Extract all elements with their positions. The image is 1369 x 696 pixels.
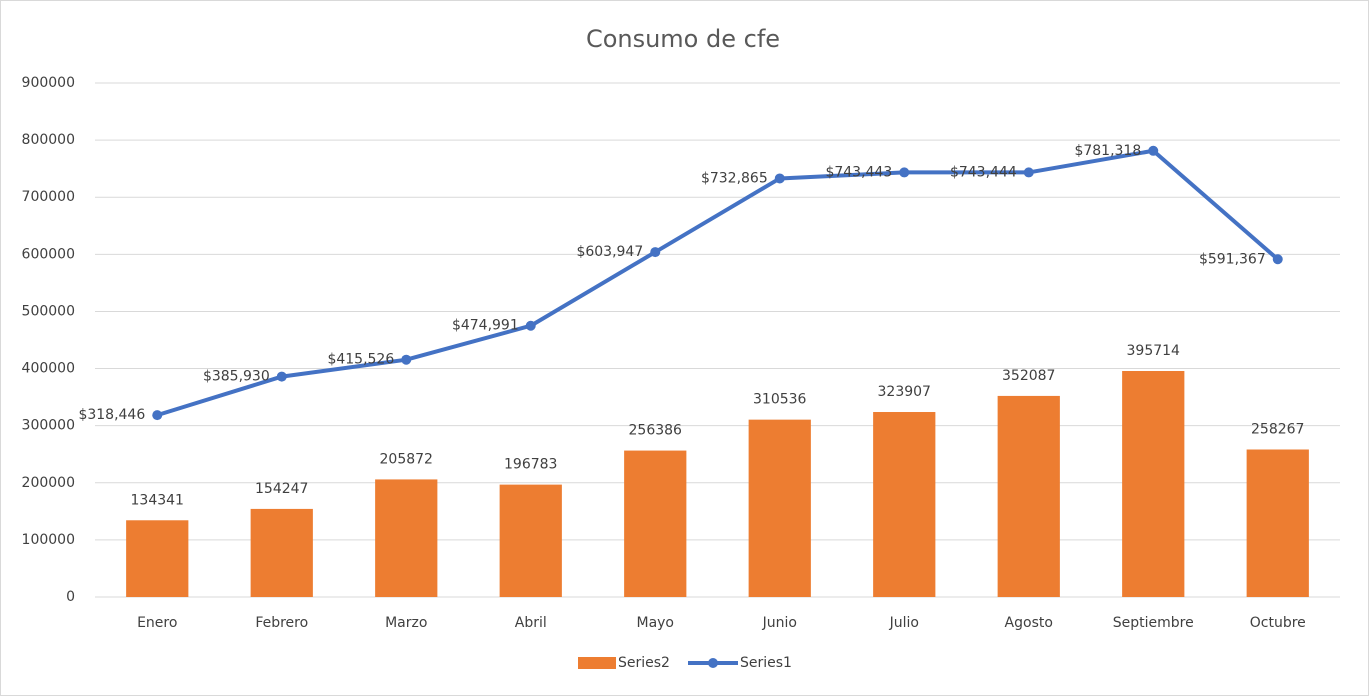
bar [126, 520, 189, 597]
x-tick-label: Junio [762, 615, 797, 631]
legend-label: Series2 [618, 655, 670, 671]
x-tick-label: Abril [515, 615, 547, 631]
line-point [1272, 254, 1283, 265]
x-tick-label: Marzo [385, 615, 427, 631]
line-value-label: $385,930 [203, 369, 270, 385]
y-tick-label: 300000 [22, 418, 75, 434]
line-value-label: $474,991 [452, 318, 519, 334]
bar-value-label: 196783 [504, 457, 557, 473]
line-value-label: $743,443 [825, 164, 892, 180]
y-tick-label: 700000 [22, 189, 75, 205]
bar-value-label: 134341 [131, 492, 184, 508]
bar-value-label: 256386 [629, 423, 683, 439]
y-tick-label: 500000 [22, 303, 75, 319]
y-tick-label: 100000 [22, 532, 75, 548]
line-value-label: $591,367 [1199, 251, 1266, 267]
line-value-label: $743,444 [950, 164, 1017, 180]
y-tick-label: 0 [66, 589, 75, 605]
bar-value-label: 258267 [1251, 422, 1304, 438]
line [156, 148, 1280, 418]
y-tick-label: 600000 [22, 246, 75, 262]
x-tick-label: Agosto [1005, 615, 1053, 631]
bar [873, 412, 936, 597]
y-tick-label: 800000 [22, 132, 75, 148]
x-tick-label: Septiembre [1113, 615, 1194, 631]
x-tick-label: Mayo [636, 615, 674, 631]
line-point [401, 354, 412, 365]
x-tick-label: Febrero [255, 615, 308, 631]
bar-value-label: 395714 [1127, 343, 1181, 359]
line-point [525, 320, 536, 331]
bar [250, 508, 313, 597]
bar-value-label: 352087 [1002, 368, 1055, 384]
bar-value-label: 205872 [380, 451, 433, 467]
legend-swatch [578, 657, 616, 669]
legend-swatch [708, 658, 718, 668]
line-point [276, 371, 287, 382]
line-value-label: $603,947 [576, 244, 643, 260]
bar-value-label: 154247 [255, 481, 308, 497]
y-tick-label: 200000 [22, 475, 75, 491]
line-point [1148, 145, 1159, 156]
bar [1246, 449, 1309, 597]
chart-title: Consumo de cfe [586, 25, 780, 53]
bar [997, 395, 1060, 597]
bar-value-label: 310536 [753, 392, 807, 408]
x-tick-label: Octubre [1250, 615, 1306, 631]
bar [748, 419, 811, 597]
bar [499, 484, 562, 597]
line-value-label: $781,318 [1074, 143, 1141, 159]
bar [624, 450, 687, 597]
line-point [899, 167, 910, 178]
bar [375, 479, 438, 597]
line-value-label: $732,865 [701, 170, 768, 186]
line-point [774, 173, 785, 184]
y-tick-label: 400000 [22, 361, 75, 377]
bar [1122, 371, 1185, 597]
line-value-label: $318,446 [78, 407, 145, 423]
x-tick-label: Enero [137, 615, 177, 631]
y-tick-label: 900000 [22, 75, 75, 91]
line-point [650, 247, 661, 258]
bar-value-label: 323907 [878, 384, 931, 400]
line-value-label: $415,526 [327, 352, 394, 368]
x-tick-label: Julio [889, 615, 919, 631]
line-point [1023, 167, 1034, 178]
line-point [152, 410, 163, 421]
legend-label: Series1 [740, 655, 792, 671]
